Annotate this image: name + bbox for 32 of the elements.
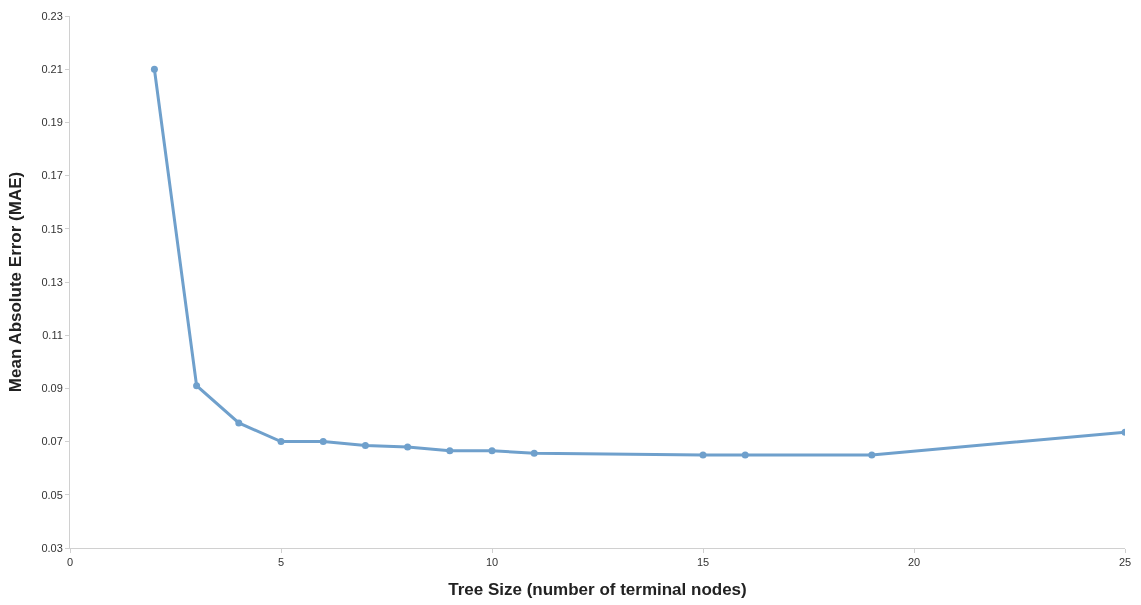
point xyxy=(235,419,243,427)
y-axis-title: Mean Absolute Error (MAE) xyxy=(5,171,25,393)
point xyxy=(868,451,876,459)
point xyxy=(150,65,158,73)
y-tick-label: 0.09 xyxy=(41,382,63,395)
x-tick-label: 15 xyxy=(696,556,710,569)
y-tick-label: 0.17 xyxy=(41,169,63,182)
x-tick-label: 10 xyxy=(485,556,499,569)
y-tick-label: 0.05 xyxy=(41,488,63,501)
point xyxy=(277,438,285,446)
y-tick-label: 0.07 xyxy=(41,435,63,448)
point xyxy=(699,451,707,459)
x-tick-label: 20 xyxy=(907,556,921,569)
point xyxy=(488,447,496,455)
y-tick-label: 0.13 xyxy=(41,275,63,288)
y-tick-label: 0.15 xyxy=(41,222,63,235)
y-tick-label: 0.19 xyxy=(41,116,63,129)
y-tick-label: 0.03 xyxy=(41,541,63,554)
point xyxy=(319,438,327,446)
point xyxy=(741,451,749,459)
point xyxy=(404,443,412,451)
x-axis-title: Tree Size (number of terminal nodes) xyxy=(448,579,747,599)
x-tick-label: 25 xyxy=(1118,556,1132,569)
y-tick-label: 0.11 xyxy=(42,329,63,342)
y-tick-label: 0.23 xyxy=(41,9,63,22)
point xyxy=(446,447,454,455)
point xyxy=(193,382,201,390)
point xyxy=(530,449,538,457)
y-tick-label: 0.21 xyxy=(41,63,63,76)
x-tick-label: 5 xyxy=(277,556,285,569)
point xyxy=(361,442,369,450)
x-tick-label: 0 xyxy=(66,556,74,569)
